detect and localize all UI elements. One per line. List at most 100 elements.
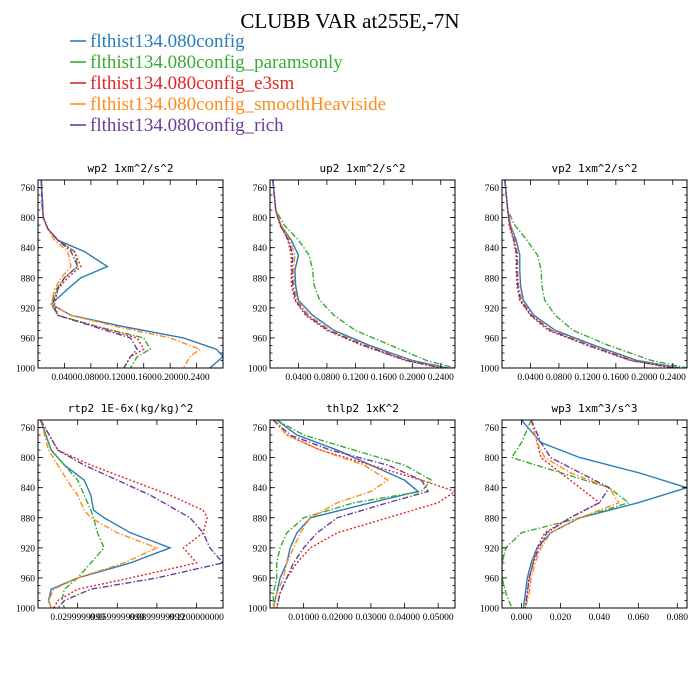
x-tick-label: 0.080 [667,613,689,623]
panel-title: rtp2 1E-6x(kg/kg)^2 [68,402,194,415]
y-tick-label: 800 [253,454,268,464]
y-tick-label: 920 [21,544,36,554]
y-tick-label: 880 [485,514,500,524]
x-tick-label: 0.03000 [355,613,386,623]
y-tick-label: 760 [485,184,500,194]
plot-frame [501,419,688,609]
series-line [272,180,449,368]
x-tick-label: 0.1600 [371,373,397,383]
y-tick-label: 960 [253,334,268,344]
y-tick-label: 760 [253,184,268,194]
series-line [40,180,138,368]
y-tick-label: 800 [253,214,268,224]
x-tick-label: 0.2400 [660,373,686,383]
series-line [504,180,673,368]
x-tick-label: 0.2000 [157,373,183,383]
series-line [272,180,441,368]
series-line [272,420,390,608]
y-tick-label: 880 [485,274,500,284]
panel-title: wp3 1xm^3/s^3 [551,402,637,415]
y-tick-label: 920 [253,304,268,314]
series-line [272,420,420,608]
legend-label: flthist134.080config_smoothHeaviside [90,94,386,115]
y-tick-label: 760 [21,184,36,194]
x-tick-label: 0.0800 [314,373,340,383]
y-tick-label: 960 [21,334,36,344]
x-tick-label: 0.0800 [78,373,104,383]
series-line [272,180,443,368]
series-line [40,180,145,368]
y-tick-label: 760 [253,424,268,434]
y-tick-label: 840 [21,244,36,254]
y-tick-label: 880 [21,514,36,524]
y-tick-label: 960 [485,574,500,584]
x-tick-label: 0.0800 [546,373,572,383]
x-tick-label: 0.2400 [428,373,454,383]
series-line [272,180,445,368]
y-tick-label: 960 [485,334,500,344]
series-line [504,180,687,368]
y-tick-label: 800 [485,454,500,464]
legend-label: flthist134.080config [90,31,245,52]
y-tick-label: 1000 [248,605,267,615]
x-tick-label: 0.05000 [423,613,454,623]
series-line [502,420,631,608]
x-tick-label: 0.2400 [184,373,210,383]
x-tick-label: 0.060 [628,613,650,623]
y-tick-label: 920 [485,544,500,554]
plot-frame [269,179,456,369]
x-tick-label: 0.2000 [399,373,425,383]
y-tick-label: 920 [253,544,268,554]
y-tick-label: 840 [485,244,500,254]
panel-title: thlp2 1xK^2 [326,402,399,415]
series-line [504,180,681,368]
panel-title: wp2 1xm^2/s^2 [87,162,173,175]
series-line [40,420,208,608]
legend-label: flthist134.080config_rich [90,115,284,136]
series-line [272,420,430,608]
x-tick-label: 0.1200 [574,373,600,383]
series-line [504,180,675,368]
series-line [40,180,152,368]
x-tick-label: 0.1200000000 [169,613,224,623]
x-tick-label: 0.0400 [285,373,311,383]
plot-frame [37,179,224,369]
legend-label: flthist134.080config_paramsonly [90,52,343,73]
y-tick-label: 1000 [480,365,499,375]
y-tick-label: 1000 [16,605,35,615]
y-tick-label: 840 [253,244,268,254]
panel: up2 1xm^2/s^2 760 800 840 880 920 960 1000 0.040… [248,162,456,383]
y-tick-label: 840 [485,484,500,494]
y-tick-label: 880 [253,274,268,284]
panel-grid: wp2 1xm^2/s^2 760 800 840 880 920 960 1000 0.040… [16,162,688,623]
panel: thlp2 1xK^2 760 800 840 880 920 960 1000 0.01000… [248,402,456,623]
x-tick-label: 0.1200 [342,373,368,383]
x-tick-label: 0.02000 [322,613,353,623]
panel: wp2 1xm^2/s^2 760 800 840 880 920 960 1000 0.040… [16,162,224,383]
y-tick-label: 800 [21,214,36,224]
x-tick-label: 0.0899999999 [130,613,185,623]
plot-frame [501,179,688,369]
panel-title: up2 1xm^2/s^2 [319,162,405,175]
series-line [524,420,611,608]
y-tick-label: 800 [485,214,500,224]
y-tick-label: 840 [21,484,36,494]
x-tick-label: 0.1200 [104,373,130,383]
legend: flthist134.080configflthist134.080config… [70,31,386,136]
series-line [39,420,159,608]
y-tick-label: 1000 [248,365,267,375]
x-tick-label: 0.040 [589,613,611,623]
y-tick-label: 880 [21,274,36,284]
series-line [40,420,223,608]
y-tick-label: 960 [253,574,268,584]
x-tick-label: 0.04000 [389,613,420,623]
y-tick-label: 1000 [480,605,499,615]
plot-frame [37,419,224,609]
panel-title: vp2 1xm^2/s^2 [551,162,637,175]
y-tick-label: 920 [21,304,36,314]
series-line [504,180,677,368]
y-tick-label: 960 [21,574,36,584]
x-tick-label: 0.1600 [131,373,157,383]
series-line [272,420,433,608]
